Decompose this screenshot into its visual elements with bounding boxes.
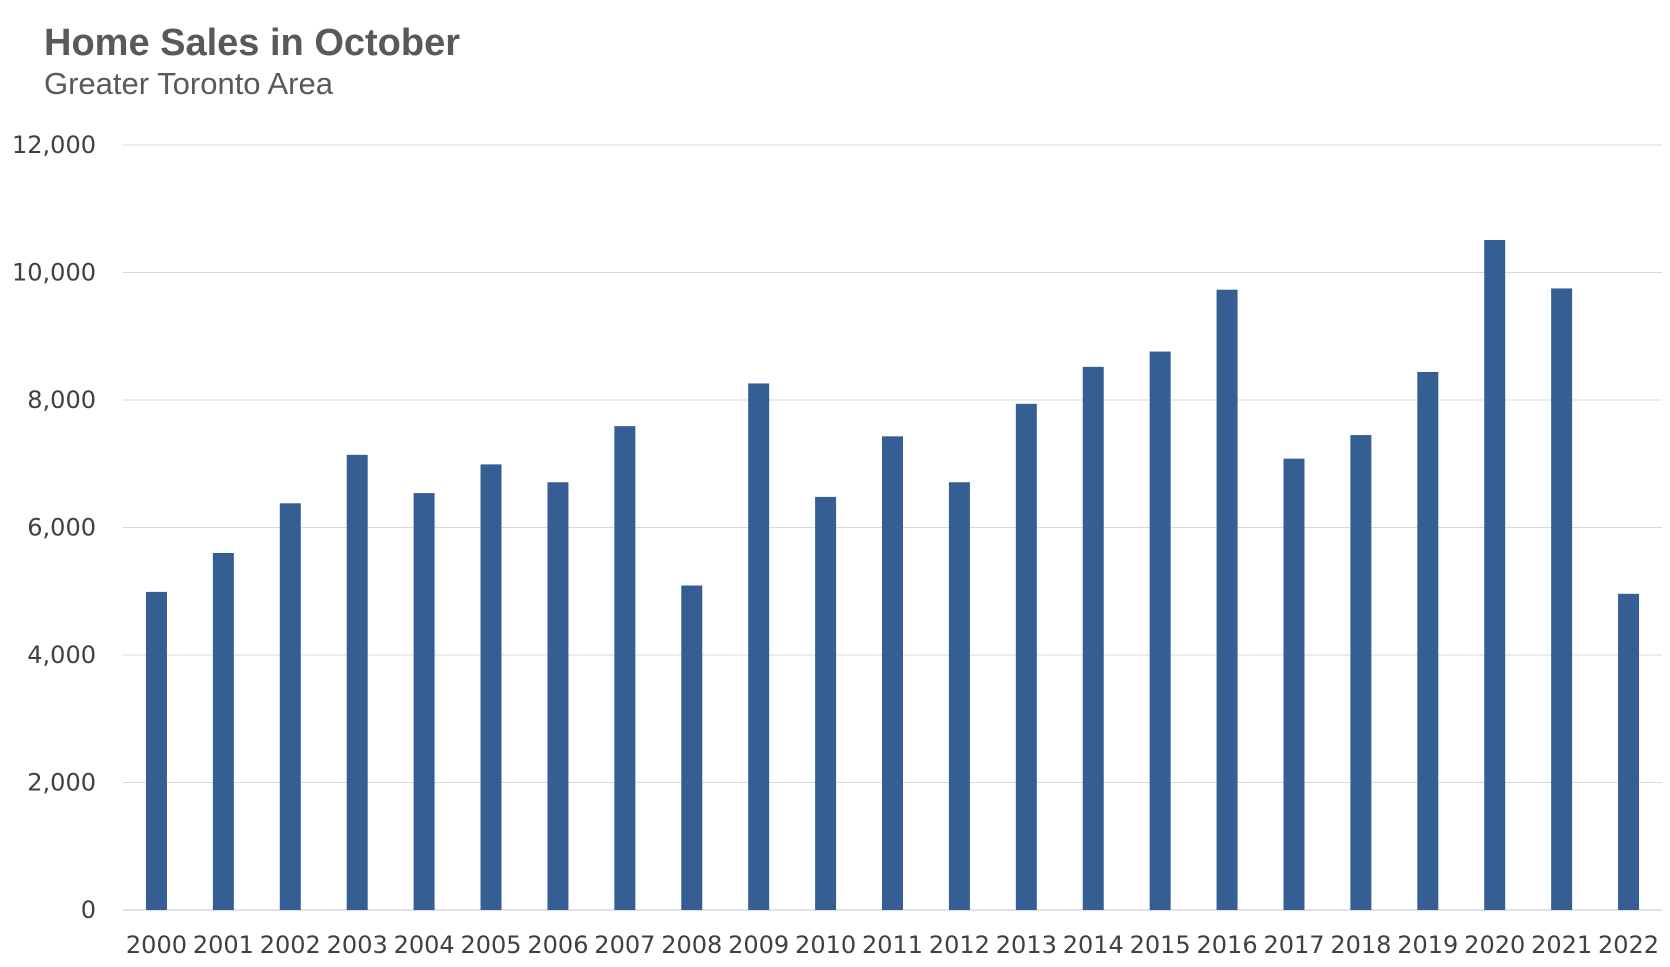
x-tick-label: 2003 [327, 931, 388, 959]
y-tick-label: 0 [81, 896, 96, 924]
bar-2019 [1417, 371, 1439, 910]
x-tick-label: 2000 [126, 931, 187, 959]
bars [145, 239, 1640, 911]
x-tick-label: 2004 [394, 931, 455, 959]
x-tick-label: 2018 [1330, 931, 1391, 959]
x-tick-label: 2014 [1063, 931, 1124, 959]
bar-2020 [1484, 239, 1506, 911]
x-tick-label: 2021 [1531, 931, 1592, 959]
bar-2018 [1350, 435, 1372, 910]
x-tick-label: 2019 [1397, 931, 1458, 959]
y-tick-label: 6,000 [27, 514, 96, 542]
bar-2004 [413, 493, 435, 910]
bar-2001 [212, 553, 234, 910]
x-tick-label: 2008 [661, 931, 722, 959]
x-axis-ticks: 2000 2001 2002 2003 2004 2005 2006 2007 2008 2009… [126, 931, 1659, 959]
bar-2011 [882, 436, 903, 910]
bar-2008 [681, 585, 703, 910]
bar-2021 [1551, 288, 1573, 910]
x-tick-label: 2002 [260, 931, 321, 959]
y-tick-label: 10,000 [12, 259, 96, 287]
bar-2005 [480, 464, 502, 910]
x-tick-label: 2001 [193, 931, 254, 959]
y-tick-label: 12,000 [12, 131, 96, 159]
bar-2016 [1216, 289, 1238, 910]
bar-2013 [1015, 403, 1037, 910]
bar-2017 [1283, 458, 1305, 910]
y-tick-label: 4,000 [27, 641, 96, 669]
y-tick-label: 2,000 [27, 769, 96, 797]
y-axis-ticks: 0 2,000 4,000 6,000 8,000 10,000 12,000 [12, 131, 96, 924]
x-tick-label: 2006 [527, 931, 588, 959]
x-tick-label: 2007 [594, 931, 655, 959]
x-tick-label: 2012 [929, 931, 990, 959]
x-tick-label: 2009 [728, 931, 789, 959]
bar-2014 [1082, 366, 1104, 911]
x-tick-label: 2011 [862, 931, 923, 959]
x-tick-label: 2020 [1464, 931, 1525, 959]
x-tick-label: 2017 [1263, 931, 1324, 959]
x-tick-label: 2022 [1598, 931, 1659, 959]
x-tick-label: 2005 [460, 931, 521, 959]
x-tick-label: 2010 [795, 931, 856, 959]
bar-2002 [279, 503, 301, 910]
bar-2003 [346, 454, 368, 910]
bar-2015 [1149, 351, 1171, 910]
x-tick-label: 2013 [996, 931, 1057, 959]
bar-2000 [145, 591, 167, 910]
chart-title: Home Sales in October [44, 22, 461, 64]
bar-2007 [614, 426, 636, 910]
x-tick-label: 2015 [1130, 931, 1191, 959]
bar-2009 [748, 383, 770, 910]
bar-2022 [1618, 593, 1640, 910]
y-tick-label: 8,000 [27, 386, 96, 414]
bar-2010 [815, 496, 837, 910]
bar-2006 [547, 482, 569, 910]
bar-2012 [948, 482, 970, 910]
x-tick-label: 2016 [1197, 931, 1258, 959]
chart-subtitle: Greater Toronto Area [44, 66, 333, 101]
